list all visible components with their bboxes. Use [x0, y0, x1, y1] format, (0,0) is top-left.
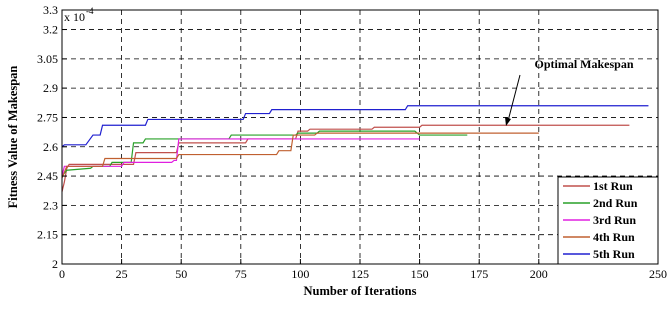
y-tick-label: 3.05: [37, 52, 58, 66]
series-lines: [61, 105, 649, 192]
x-tick-label: 150: [411, 267, 429, 281]
grid: [62, 10, 658, 264]
y-tick-label: 2.6: [43, 140, 58, 154]
series-line-5: [61, 105, 649, 148]
y-axis-label: Fitness Value of Makespan: [6, 66, 20, 209]
x-tick-label: 0: [59, 267, 65, 281]
y-multiplier-exponent: -4: [86, 6, 94, 16]
ticks: 0 25 50 75 100 125 150 175 200 250 2 2.15 2.3 2.45 2.6…: [37, 3, 667, 281]
series-line-2: [61, 130, 468, 177]
x-tick-label: 50: [175, 267, 187, 281]
x-tick-label: 125: [351, 267, 369, 281]
annotation-arrow-head: [505, 117, 511, 126]
y-tick-label: 2.75: [37, 110, 58, 124]
y-tick-label: 3.3: [43, 3, 58, 17]
y-tick-label: 2.15: [37, 228, 58, 242]
x-tick-label: 100: [291, 267, 309, 281]
x-tick-label: 200: [530, 267, 548, 281]
legend-label: 1st Run: [593, 179, 633, 193]
x-tick-label: 25: [116, 267, 128, 281]
y-tick-label: 2.3: [43, 198, 58, 212]
x-tick-label: 75: [235, 267, 247, 281]
annotation-arrow-line: [507, 74, 521, 122]
series-line-4: [61, 132, 539, 179]
legend-label: 5th Run: [593, 247, 635, 261]
y-tick-label: 3.2: [43, 23, 58, 37]
y-tick-label: 2.45: [37, 169, 58, 183]
legend: 1st Run 2nd Run 3rd Run 4th Run 5th Run: [557, 176, 659, 265]
x-tick-label: 175: [470, 267, 488, 281]
x-axis-label: Number of Iterations: [304, 284, 417, 298]
annotation-text: Optimal Makespan: [534, 57, 633, 71]
x-tick-label: 250: [649, 267, 667, 281]
annotation: Optimal Makespan: [505, 57, 634, 126]
y-tick-label: 2: [52, 257, 58, 271]
legend-label: 3rd Run: [593, 213, 636, 227]
legend-label: 4th Run: [593, 230, 635, 244]
y-multiplier-label: x 10: [64, 10, 85, 24]
legend-label: 2nd Run: [593, 196, 638, 210]
y-tick-label: 2.9: [43, 81, 58, 95]
